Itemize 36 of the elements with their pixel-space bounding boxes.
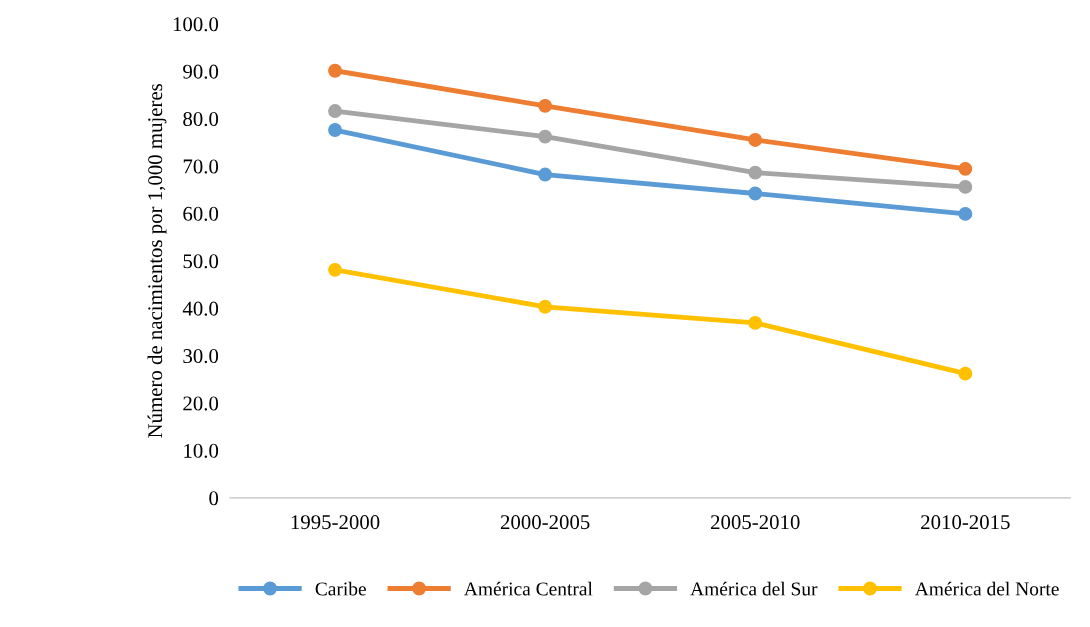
y-tick-label: 20.0 [183, 396, 219, 411]
point [748, 165, 763, 180]
x-tick-label: 1995-2000 [291, 515, 380, 530]
point [328, 63, 342, 78]
x-tick-label: 2000-2005 [500, 515, 590, 530]
x-tick-label: 2010-2015 [921, 515, 1010, 530]
point [958, 206, 973, 221]
legend-label: América Central [464, 581, 593, 596]
y-tick-label: 40.0 [182, 301, 219, 316]
point [748, 133, 763, 147]
y-tick-label: 80.0 [183, 112, 219, 127]
x-tick-label: 2005-2010 [711, 515, 800, 530]
legend-label: América del Sur [690, 581, 818, 596]
point [958, 161, 973, 176]
point [748, 315, 763, 330]
point [538, 129, 553, 144]
y-tick-label: 100.0 [173, 17, 219, 32]
point [538, 299, 553, 314]
y-tick-label: 70.0 [183, 159, 219, 174]
point [538, 98, 553, 113]
y-tick-label: 30.0 [183, 349, 219, 364]
y-tick-label: 60.0 [183, 206, 219, 221]
legend-label: América del Norte [914, 581, 1059, 596]
y-tick-label: 50.0 [183, 254, 219, 269]
y-tick-label: 10.0 [184, 443, 219, 458]
point [958, 179, 973, 194]
y-axis-title: Número de nacimientos por 1,000 mujeres [147, 83, 167, 438]
point [328, 123, 342, 137]
y-tick-label: 90.0 [183, 64, 219, 79]
point [958, 366, 973, 381]
point [748, 186, 763, 201]
point [328, 104, 342, 118]
legend-label: Caribe [315, 581, 366, 596]
y-tick-label: 0 [209, 491, 219, 506]
point [328, 262, 342, 277]
point [538, 167, 553, 182]
